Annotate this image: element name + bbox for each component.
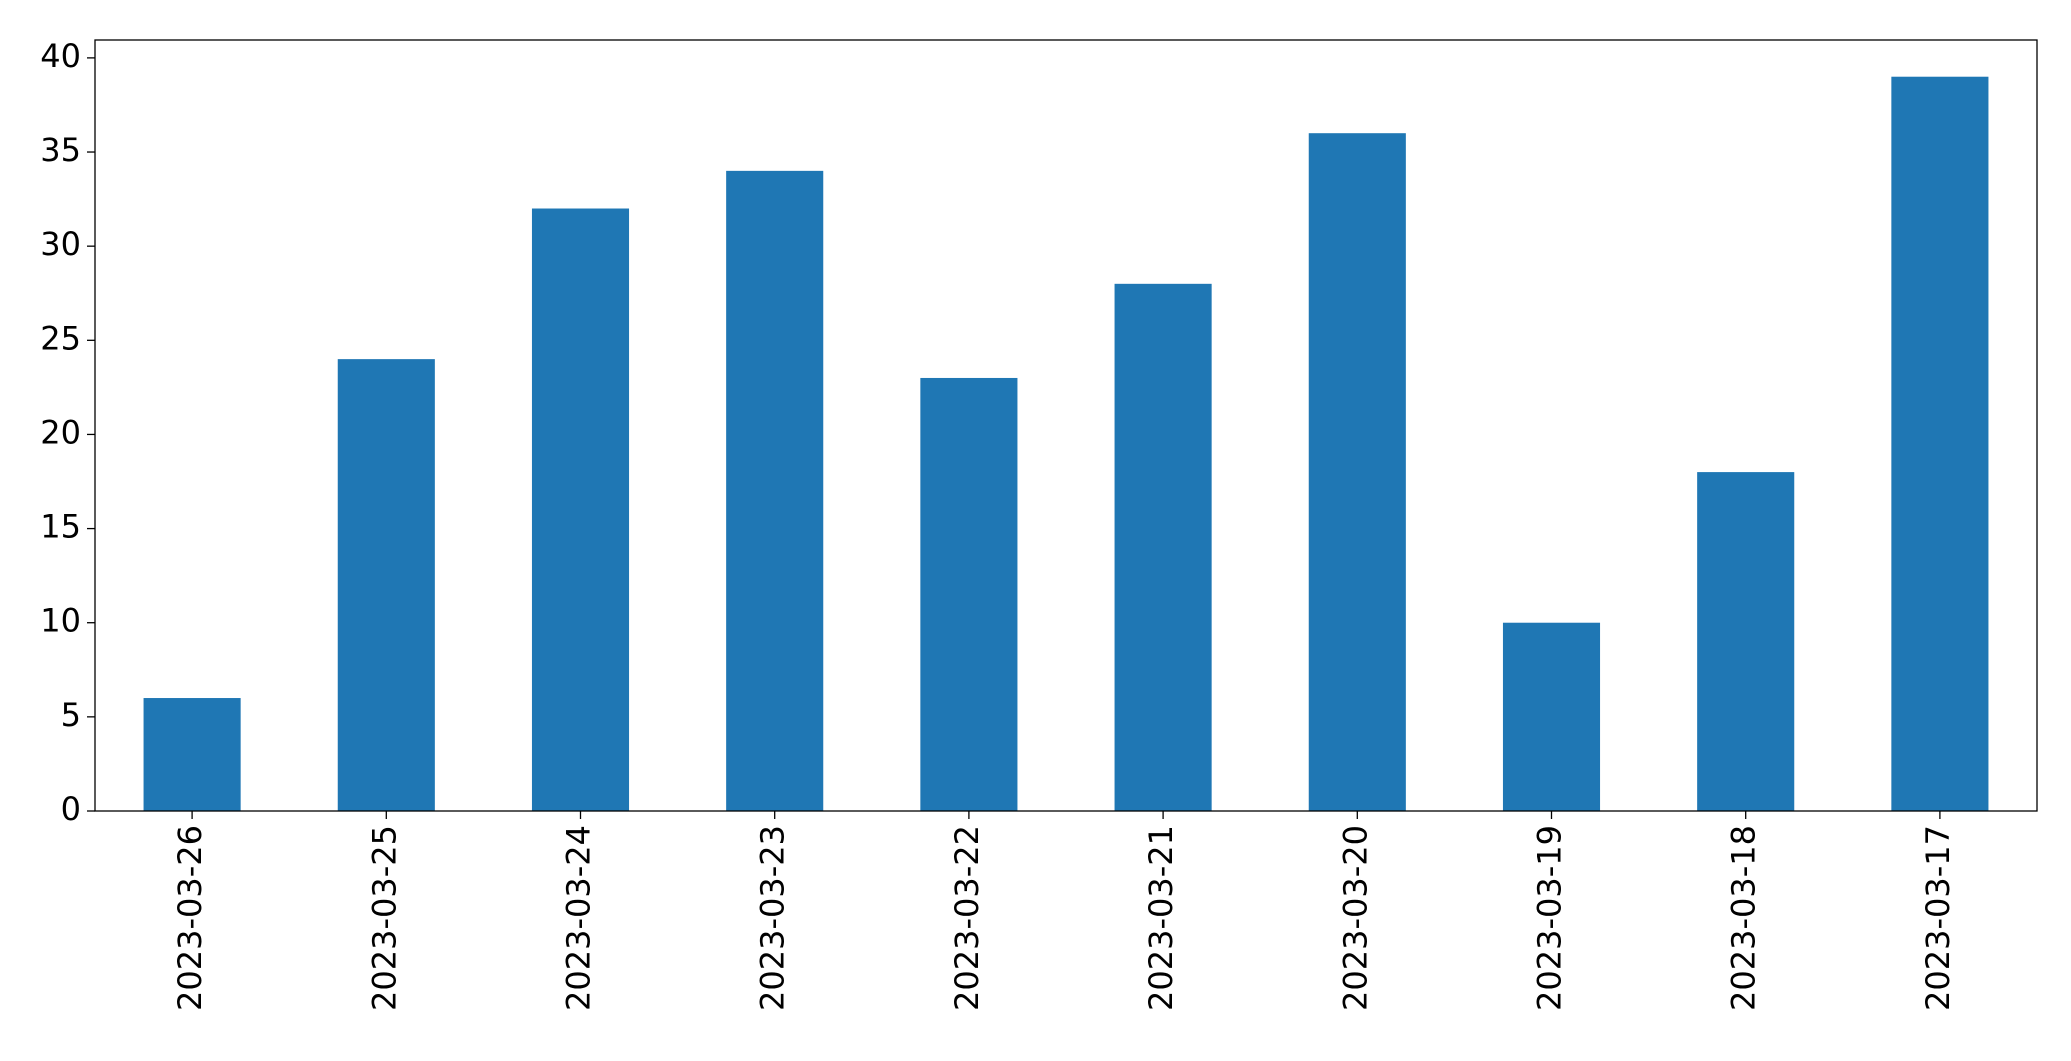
x-tick-label: 2023-03-21 xyxy=(1142,825,1180,1011)
plot-frame xyxy=(94,39,2038,812)
bar xyxy=(1502,622,1601,811)
bar xyxy=(920,377,1018,811)
x-tick-label: 2023-03-22 xyxy=(948,825,986,1011)
x-tick-label: 2023-03-20 xyxy=(1336,825,1374,1011)
bar xyxy=(143,698,241,811)
bar xyxy=(1891,76,1989,811)
x-tick-label: 2023-03-17 xyxy=(1919,825,1957,1011)
y-tick-label: 10 xyxy=(40,602,81,640)
y-tick-label: 5 xyxy=(61,696,81,734)
y-tick-label: 40 xyxy=(40,37,81,75)
bar xyxy=(531,208,630,811)
y-tick-label: 25 xyxy=(40,319,81,357)
x-tick-label: 2023-03-19 xyxy=(1531,825,1569,1011)
bar xyxy=(1697,472,1795,811)
x-tick-label: 2023-03-25 xyxy=(365,825,403,1011)
x-tick-label: 2023-03-18 xyxy=(1725,825,1763,1011)
y-tick-label: 0 xyxy=(61,790,81,828)
y-tick-label: 30 xyxy=(40,225,81,263)
bar xyxy=(1308,133,1406,811)
y-tick-label: 20 xyxy=(40,413,81,451)
bar xyxy=(337,359,435,811)
bar xyxy=(726,170,824,811)
x-tick-label: 2023-03-23 xyxy=(754,825,792,1011)
x-tick-label: 2023-03-26 xyxy=(171,825,209,1011)
y-tick-label: 15 xyxy=(40,508,81,546)
bar xyxy=(1114,283,1212,811)
y-tick-label: 35 xyxy=(40,131,81,169)
x-tick-label: 2023-03-24 xyxy=(560,825,598,1011)
